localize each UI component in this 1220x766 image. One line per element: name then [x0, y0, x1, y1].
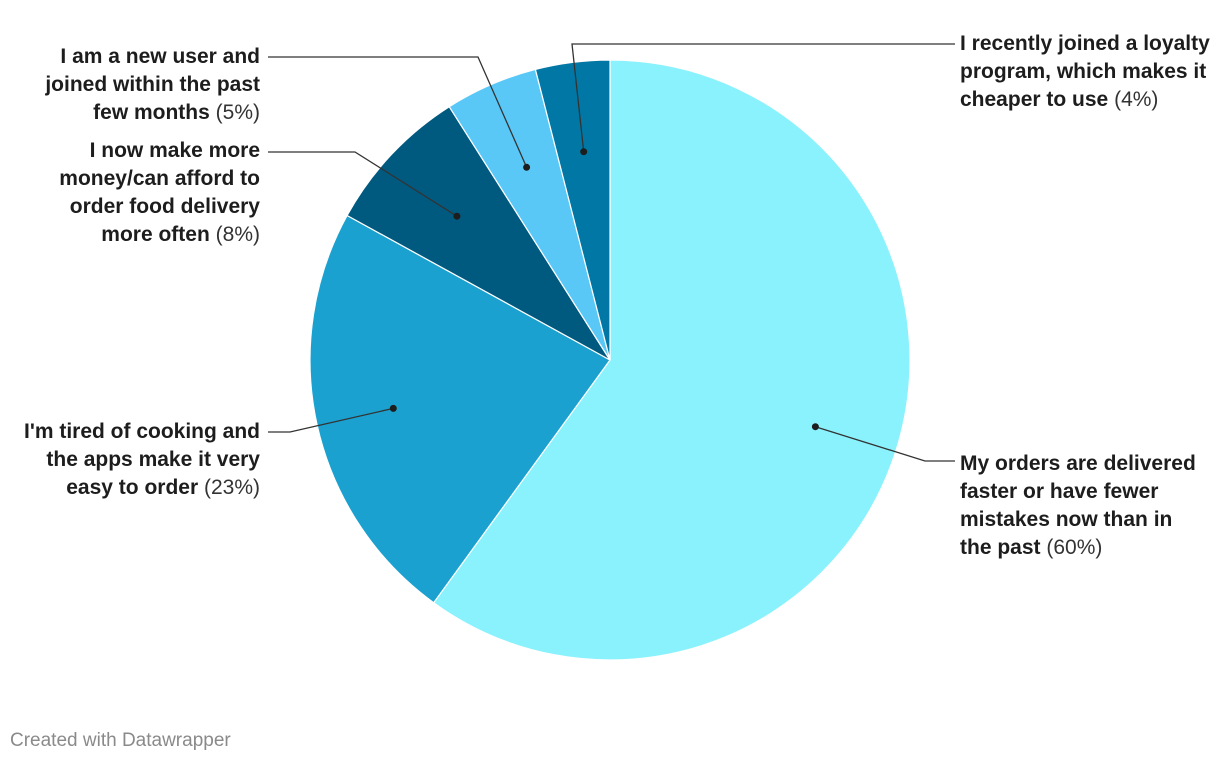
slice-percent: (5%): [215, 101, 260, 124]
slice-percent: (23%): [203, 476, 260, 499]
slice-label-more-money: I now make more money/can afford to orde…: [20, 137, 260, 249]
slice-label-tired-of-cooking: I'm tired of cooking and the apps make i…: [20, 418, 260, 502]
leader-dot: [580, 148, 588, 156]
slice-label-loyalty-program: I recently joined a loyalty program, whi…: [960, 30, 1210, 114]
credit-text: Created with Datawrapper: [10, 730, 231, 751]
slice-loyalty-program: [534, 59, 611, 361]
leader-line: [268, 56, 528, 168]
leader-line: [268, 407, 394, 433]
slice-percent: (60%): [1046, 536, 1103, 559]
leader-line: [571, 43, 955, 152]
slice-name: I am a new user and joined within the pa…: [45, 45, 260, 124]
pie-chart: [268, 43, 955, 661]
slice-percent: (4%): [1114, 88, 1159, 111]
slice-name: My orders are delivered faster or have f…: [960, 452, 1196, 559]
slice-name: I now make more money/can afford to orde…: [59, 139, 260, 246]
leader-dot: [389, 404, 397, 412]
leader-line: [815, 426, 955, 462]
leader-dot: [811, 423, 819, 431]
slice-label-faster-delivery: My orders are delivered faster or have f…: [960, 450, 1200, 562]
slice-name: I'm tired of cooking and the apps make i…: [23, 420, 260, 499]
leader-dot: [453, 212, 461, 220]
leader-line: [268, 151, 458, 217]
slice-label-new-user: I am a new user and joined within the pa…: [20, 43, 260, 127]
leader-dot: [523, 163, 531, 171]
slice-percent: (8%): [215, 223, 260, 246]
slice-name: I recently joined a loyalty program, whi…: [960, 32, 1210, 111]
slice-faster-delivery: [432, 59, 911, 661]
slice-more-money: [346, 105, 611, 361]
